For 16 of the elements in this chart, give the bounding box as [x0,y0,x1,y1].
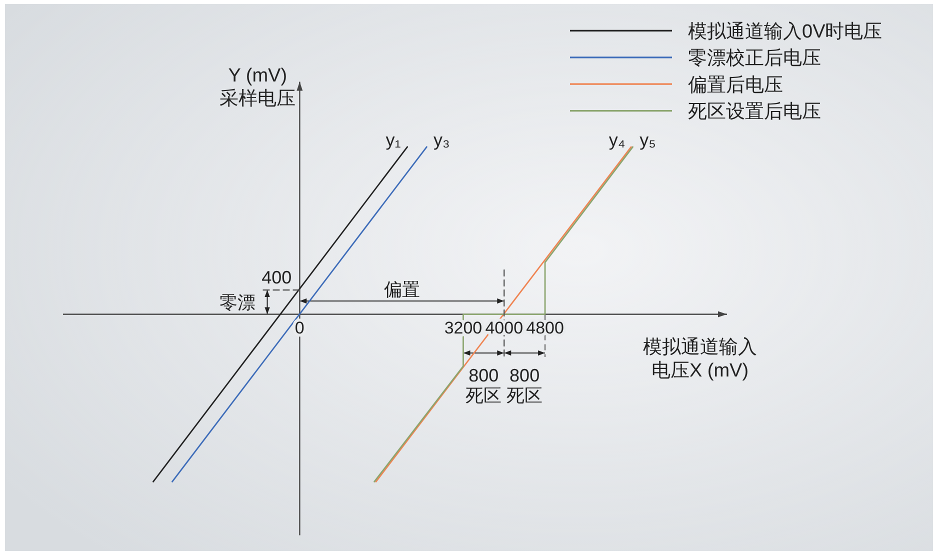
text: 零漂校正后电压 [688,48,821,70]
annotation: y₄ [608,130,626,150]
annotation: 偏置 [384,280,420,300]
x-axis-title: 模拟通道输入电压X (mV) [643,336,757,382]
annotation: y₁ [386,130,401,150]
annotation: 400 [262,267,292,288]
annotation: 800 死区 [466,365,502,406]
annotation: 800 死区 [506,365,543,406]
y-axis-title: Y (mV) 采样电压 [220,65,296,110]
annotation: y₃ [434,130,450,150]
annotation: 零漂 [219,292,256,312]
text: 模拟通道输入0V时电压 [688,21,882,42]
annotation: y₅ [640,130,656,150]
x-tick-label: 4800 [526,318,564,338]
text: 死区设置后电压 [688,101,821,122]
text: 偏置后电压 [688,74,783,96]
